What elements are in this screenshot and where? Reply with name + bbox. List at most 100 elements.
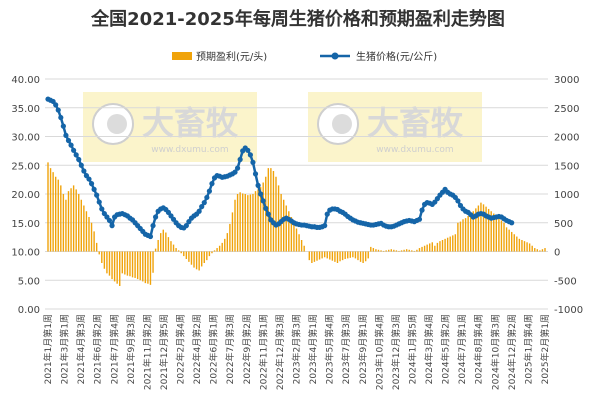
x-tick-label: 2021年3月第1周 (59, 314, 71, 384)
price-point (234, 165, 241, 171)
price-point (245, 147, 251, 153)
profit-bar (544, 248, 546, 252)
price-point (209, 181, 215, 187)
right-axis: -1000 -500 0 500 1000 1500 2000 2500 3000 (554, 75, 583, 316)
profit-bar (206, 251, 208, 261)
profit-bar (54, 176, 57, 252)
x-tick-label: 2022年2月第4周 (175, 314, 187, 384)
profit-bar (441, 240, 444, 252)
price-point (232, 169, 238, 175)
right-tick-label: 0 (554, 248, 560, 259)
price-point (60, 123, 66, 129)
profit-bar (354, 251, 357, 259)
profit-bar (175, 248, 177, 252)
price-point (106, 217, 113, 224)
profit-bar (477, 205, 480, 252)
profit-bar (167, 237, 170, 252)
x-tick-label: 2024年3月第4周 (423, 314, 435, 384)
profit-bar (364, 251, 367, 262)
price-point (260, 198, 266, 204)
profit-bar (108, 251, 111, 276)
watermark-url: www.dxumu.com (151, 145, 228, 155)
profit-bar (295, 228, 298, 252)
right-tick-label: -500 (554, 276, 577, 287)
profit-bar (134, 251, 136, 278)
x-tick-label: 2022年7月第3周 (224, 314, 236, 384)
profit-bar (408, 249, 410, 252)
profit-bar (539, 250, 541, 252)
profit-bar (416, 249, 418, 252)
profit-bar (498, 218, 500, 252)
x-tick-label: 2021年9月第3周 (125, 314, 137, 384)
profit-bar (229, 223, 231, 252)
profit-bar (323, 251, 326, 258)
profit-bar (216, 248, 218, 252)
profit-bar (121, 251, 123, 274)
profit-bar (485, 206, 487, 252)
profit-bar (60, 185, 62, 252)
profit-bar (226, 233, 229, 252)
watermark-1: 大畜牧 www.dxumu.com (83, 92, 257, 162)
profit-bar (67, 191, 70, 252)
profit-bar (313, 251, 316, 262)
price-point (147, 233, 154, 240)
profit-bar (377, 249, 380, 252)
profit-bar (413, 250, 416, 252)
profit-bar (518, 238, 521, 252)
price-point (324, 211, 330, 217)
profit-bar (393, 249, 395, 252)
profit-bar (475, 208, 477, 252)
profit-bar (464, 218, 467, 252)
profit-bar (400, 250, 403, 252)
legend-label-price: 生猪价格(元/公斤) (356, 50, 437, 63)
price-point (419, 207, 425, 213)
gridlines (45, 78, 548, 310)
legend-swatch-profit (172, 52, 192, 60)
profit-bar (195, 251, 198, 270)
profit-bar (503, 222, 505, 252)
price-point (206, 188, 212, 194)
profit-bar (382, 250, 385, 252)
x-tick-label: 2024年5月第2周 (440, 314, 452, 384)
left-tick-label: 25.00 (11, 161, 40, 172)
profit-bar (262, 182, 264, 252)
left-tick-label: 20.00 (11, 190, 40, 201)
x-tick-label: 2021年12月第5周 (158, 314, 170, 390)
profit-bar (375, 249, 377, 252)
price-point (258, 191, 264, 197)
right-tick-label: 1500 (554, 161, 579, 172)
profit-bar (149, 251, 152, 285)
profit-bar (508, 229, 510, 252)
profit-bar (331, 251, 334, 261)
profit-bar (190, 251, 193, 265)
x-tick-label: 2024年8月第4周 (473, 314, 485, 384)
profit-bar (157, 240, 159, 252)
profit-bar (93, 231, 95, 252)
profit-bar (198, 251, 200, 271)
x-tick-label: 2023年12月第3周 (390, 314, 402, 390)
right-tick-label: 2000 (554, 133, 579, 144)
profit-bar (119, 251, 121, 286)
profit-bar (308, 251, 311, 261)
x-tick-label: 2023年2月第3周 (291, 314, 303, 384)
profit-bar (470, 213, 472, 252)
price-point (88, 181, 95, 187)
profit-bar (352, 251, 354, 258)
profit-bar (480, 202, 482, 252)
price-point (204, 194, 210, 201)
profit-bar (490, 211, 492, 252)
x-tick-label: 2025年2月第1周 (539, 314, 551, 384)
profit-bar (439, 241, 441, 252)
profit-bar (272, 171, 275, 252)
profit-bar (446, 237, 449, 252)
profit-bar (336, 251, 339, 263)
profit-bar (277, 185, 280, 252)
price-point (199, 204, 205, 210)
price-point (196, 208, 202, 214)
legend: 预期盈利(元/头) 生猪价格(元/公斤) (172, 50, 437, 63)
profit-bar (49, 168, 52, 252)
profit-bar (462, 219, 464, 252)
profit-bar (487, 208, 490, 252)
profit-bar (405, 249, 408, 252)
chart-title: 全国2021-2025年每周生猪价格和预期盈利走势图 (90, 8, 505, 30)
